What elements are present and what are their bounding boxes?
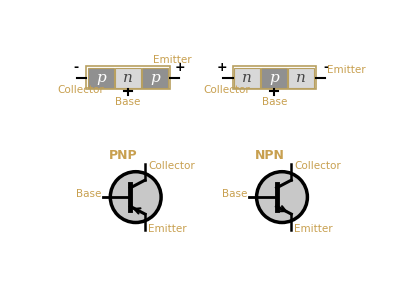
Text: +: + — [174, 61, 185, 74]
Bar — [288, 68, 314, 88]
Bar — [142, 68, 168, 88]
Text: Base: Base — [76, 189, 101, 199]
Text: Base: Base — [222, 189, 247, 199]
Text: Collector: Collector — [294, 160, 341, 171]
Circle shape — [256, 172, 308, 222]
Text: +: + — [217, 61, 227, 74]
Bar — [115, 68, 141, 88]
Text: p: p — [270, 71, 279, 85]
Text: Collector: Collector — [203, 86, 250, 96]
Text: Emitter: Emitter — [327, 65, 365, 75]
Circle shape — [110, 172, 161, 222]
Text: -: - — [323, 61, 328, 74]
Bar — [86, 66, 170, 89]
Text: Collector: Collector — [148, 160, 195, 171]
Bar — [233, 66, 316, 89]
Text: p: p — [96, 71, 106, 85]
Text: Base: Base — [115, 97, 141, 107]
Text: Emitter: Emitter — [294, 224, 333, 234]
Text: PNP: PNP — [109, 150, 138, 163]
Text: n: n — [242, 71, 252, 85]
Text: NPN: NPN — [255, 150, 285, 163]
Text: Base: Base — [262, 97, 287, 107]
Text: p: p — [150, 71, 160, 85]
Text: Emitter: Emitter — [148, 224, 187, 234]
Text: -: - — [73, 61, 78, 74]
Text: n: n — [123, 71, 133, 85]
Bar — [261, 68, 287, 88]
Text: Emitter: Emitter — [152, 55, 191, 65]
Text: n: n — [296, 71, 306, 85]
Text: Collector: Collector — [57, 86, 104, 96]
Bar — [88, 68, 114, 88]
Bar — [234, 68, 260, 88]
